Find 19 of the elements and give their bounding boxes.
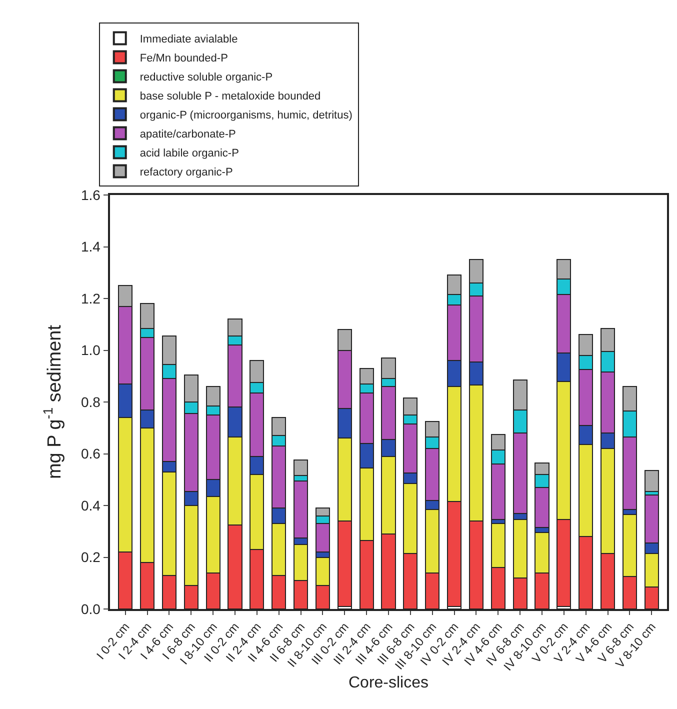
- legend-label: Immediate avialable: [140, 34, 238, 46]
- y-tick-label: 1.2: [80, 290, 101, 306]
- text: 0.0: [80, 600, 100, 617]
- legend-label: base soluble P - metaloxide bounded: [140, 90, 321, 103]
- y-tick-label: 0.6: [80, 446, 101, 462]
- legend-label: refactory organic-P: [140, 166, 233, 179]
- legend-label: acid labile organic-P: [140, 148, 239, 160]
- y-tick-label: 1.6: [80, 186, 101, 203]
- x-axis-title: Core-slices: [348, 674, 429, 692]
- y-tick-label: 0.2: [80, 549, 101, 566]
- legend-label: apatite/carbonate-P: [140, 128, 236, 141]
- legend-label: reductive soluble organic-P: [140, 72, 273, 84]
- y-tick-label: 0.4: [80, 497, 101, 514]
- text: 1.0: [80, 342, 100, 358]
- y-tick-label: 0.8: [80, 394, 101, 410]
- legend-label: organic-P (microorganisms, humic, detritus): [140, 110, 352, 122]
- bar: [644, 470, 659, 492]
- y-tick-label: 1.4: [80, 238, 101, 255]
- legend-label: Fe/Mn bounded-P: [140, 52, 228, 65]
